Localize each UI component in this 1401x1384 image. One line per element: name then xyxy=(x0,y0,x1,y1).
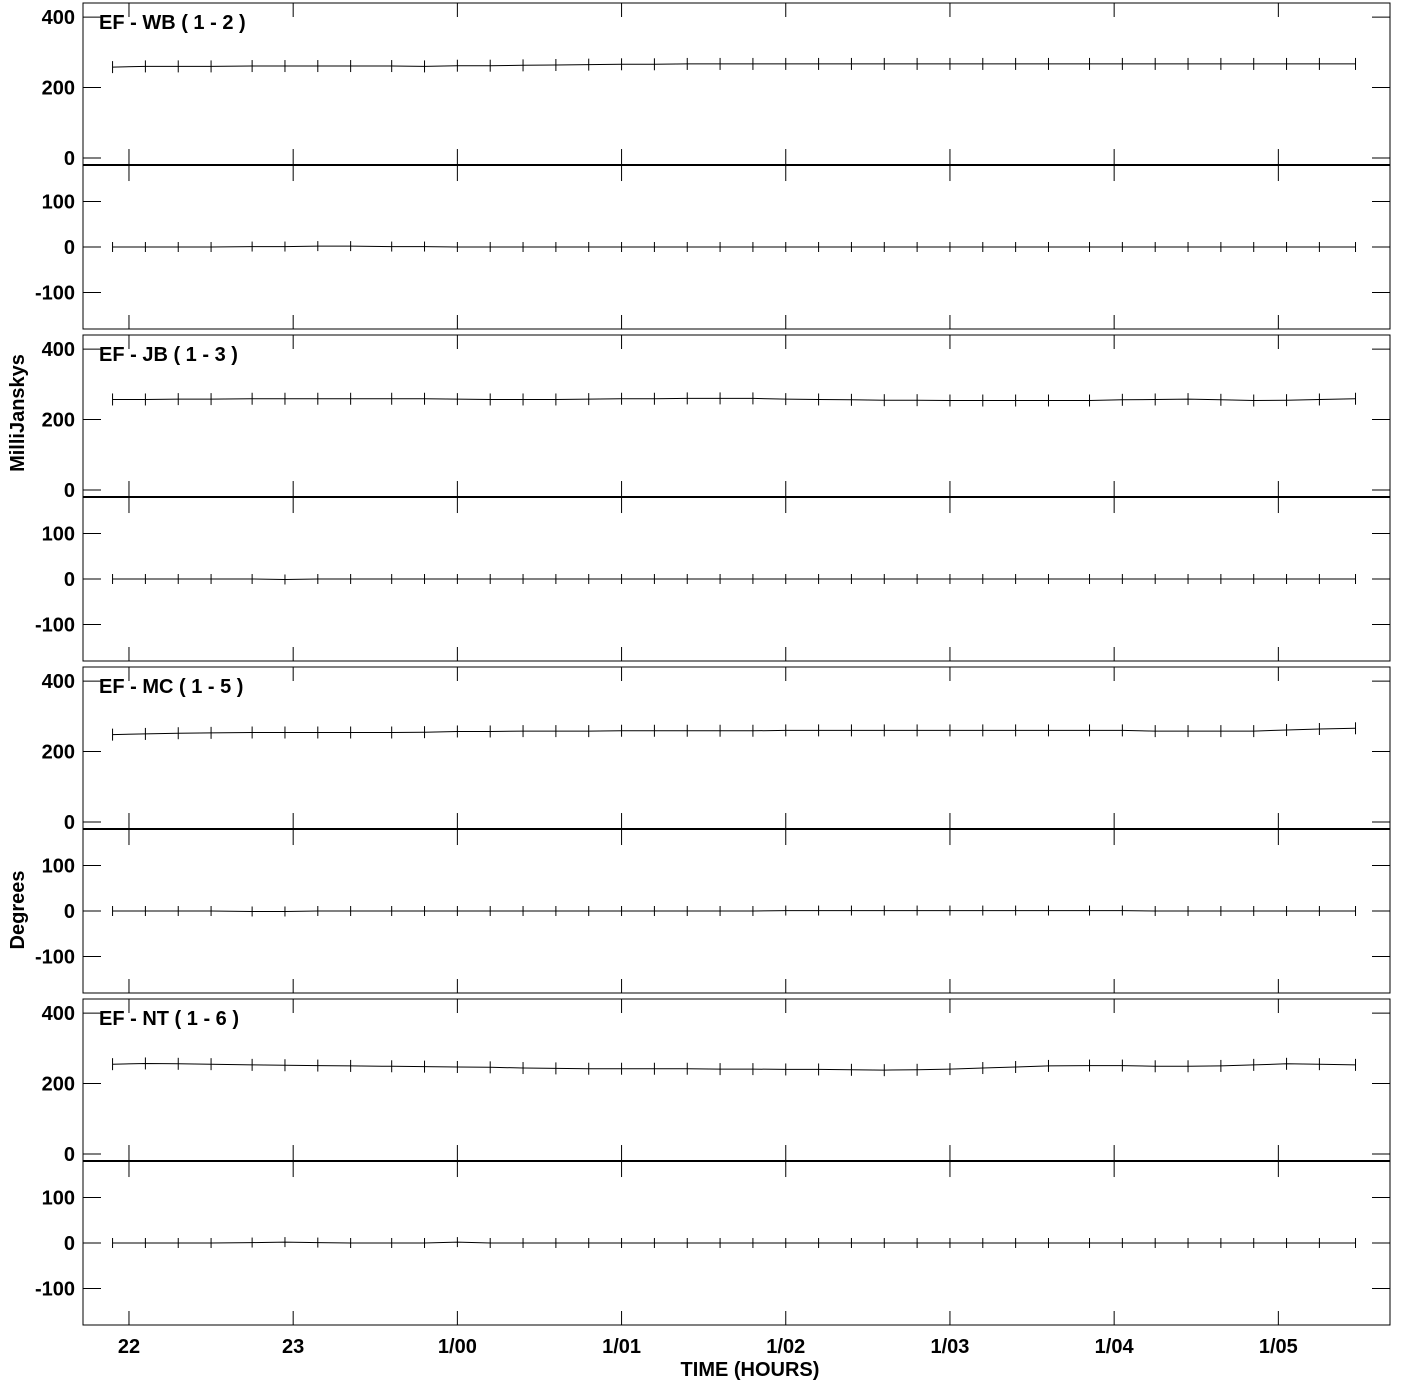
phase-tick-label: 0 xyxy=(64,237,75,259)
panel-title: EF - WB ( 1 - 2 ) xyxy=(99,12,246,34)
x-tick-label: 22 xyxy=(118,1336,140,1358)
panel-1: 400 200 0 100 0 -100 EF - WB ( 1 - 2 ) xyxy=(35,2,1391,330)
x-tick-label: 1/05 xyxy=(1259,1336,1298,1358)
phase-tick-label: -100 xyxy=(35,1279,75,1301)
amp-tick-label: 200 xyxy=(42,410,75,432)
phase-tick-label: 0 xyxy=(64,569,75,591)
panel-title: EF - JB ( 1 - 3 ) xyxy=(99,344,238,366)
amp-tick-label: 400 xyxy=(42,671,75,693)
amp-tick-label: 400 xyxy=(42,1003,75,1025)
phase-series xyxy=(112,578,1356,581)
x-tick-label: 1/01 xyxy=(602,1336,641,1358)
x-tick-label: 1/04 xyxy=(1095,1336,1135,1358)
amp-tick-label: 400 xyxy=(42,7,75,29)
amplitude-series xyxy=(112,1062,1356,1071)
x-tick-label: 1/00 xyxy=(438,1336,477,1358)
amplitude-series xyxy=(112,397,1356,402)
x-tick-label: 1/02 xyxy=(766,1336,805,1358)
x-tick-label: 1/03 xyxy=(930,1336,969,1358)
y-axis-title-phase: Degrees xyxy=(7,871,29,950)
panel-title: EF - MC ( 1 - 5 ) xyxy=(99,676,243,698)
amplitude-series xyxy=(112,727,1356,736)
phase-series xyxy=(112,910,1356,912)
phase-tick-label: 0 xyxy=(64,1233,75,1255)
x-axis-title: TIME (HOURS) xyxy=(681,1359,820,1381)
phase-tick-label: 100 xyxy=(42,1187,75,1209)
phase-tick-label: -100 xyxy=(35,615,75,637)
phase-series xyxy=(112,245,1356,248)
amp-tick-label: 0 xyxy=(64,1144,75,1166)
phase-tick-label: -100 xyxy=(35,947,75,969)
phase-tick-label: 0 xyxy=(64,901,75,923)
amp-tick-label: 400 xyxy=(42,339,75,361)
amplitude-series xyxy=(112,63,1356,68)
amp-tick-label: 0 xyxy=(64,812,75,834)
phase-tick-label: 100 xyxy=(42,523,75,545)
amp-tick-label: 0 xyxy=(64,148,75,170)
phase-series xyxy=(112,1241,1356,1244)
phase-tick-label: 100 xyxy=(42,191,75,213)
x-tick-label: 23 xyxy=(282,1336,304,1358)
phase-tick-label: -100 xyxy=(35,283,75,305)
amp-tick-label: 200 xyxy=(42,742,75,764)
amp-tick-label: 0 xyxy=(64,480,75,502)
panel-title: EF - NT ( 1 - 6 ) xyxy=(99,1008,239,1030)
y-axis-title-amplitude: MilliJanskys xyxy=(7,354,29,472)
panel-2: 400 200 0 100 0 -100 EF - JB ( 1 - 3 ) xyxy=(35,334,1391,662)
panel-3: 400 200 0 100 0 -100 EF - MC ( 1 - 5 ) xyxy=(35,666,1391,994)
amp-tick-label: 200 xyxy=(42,78,75,100)
panel-4: 400 200 0 100 0 -100 EF - NT ( 1 - 6 ) xyxy=(35,998,1391,1326)
phase-tick-label: 100 xyxy=(42,855,75,877)
amp-tick-label: 200 xyxy=(42,1074,75,1096)
